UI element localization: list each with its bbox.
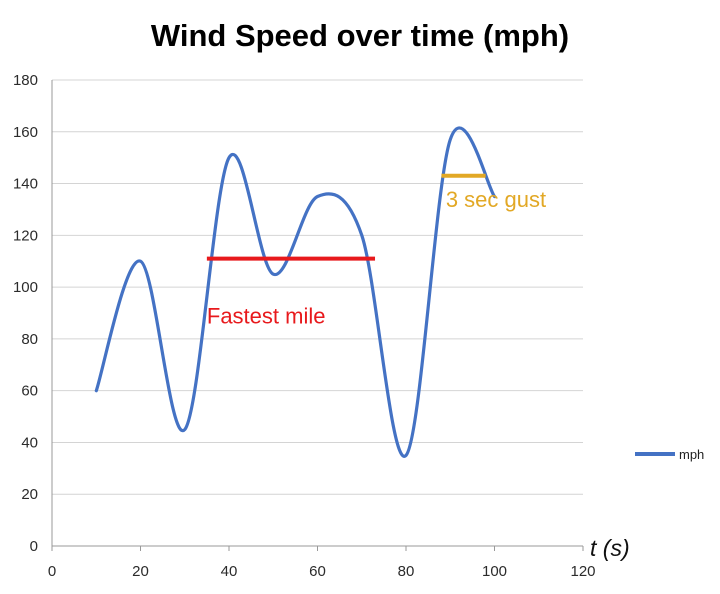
chart-title: Wind Speed over time (mph) xyxy=(151,18,569,53)
annotation-label-0: Fastest mile xyxy=(207,303,326,328)
y-tick-label: 160 xyxy=(13,124,38,141)
x-tick-label: 60 xyxy=(309,563,326,580)
y-tick-label: 180 xyxy=(13,72,38,89)
y-tick-label: 100 xyxy=(13,279,38,296)
y-tick-label: 60 xyxy=(21,383,38,400)
axis-layer xyxy=(51,80,584,551)
y-tick-label: 80 xyxy=(21,331,38,348)
y-tick-label: 120 xyxy=(13,227,38,244)
series-line-mph xyxy=(94,126,497,458)
y-tick-label: 140 xyxy=(13,176,38,193)
x-tick-label: 80 xyxy=(398,563,415,580)
x-tick-label: 120 xyxy=(570,563,595,580)
x-axis-title: t (s) xyxy=(590,535,630,561)
legend-label: mph xyxy=(679,447,704,462)
y-tick-label: 20 xyxy=(21,486,38,503)
annotation-label-1: 3 sec gust xyxy=(446,187,546,212)
x-tick-label: 100 xyxy=(482,563,507,580)
y-tick-label: 0 xyxy=(30,538,38,555)
x-tick-label: 40 xyxy=(221,563,238,580)
tick-label-layer: 0 20 40 60 80 100 120 140 160 180 0 20 40 60 80 100 120 xyxy=(13,72,596,580)
y-tick-label: 40 xyxy=(21,434,38,451)
series-layer xyxy=(94,126,497,458)
x-tick-label: 0 xyxy=(48,563,56,580)
x-tick-label: 20 xyxy=(132,563,149,580)
annotation-layer: Fastest mile 3 sec gust xyxy=(206,173,546,328)
legend: mph xyxy=(635,447,704,462)
grid-layer xyxy=(52,79,583,495)
